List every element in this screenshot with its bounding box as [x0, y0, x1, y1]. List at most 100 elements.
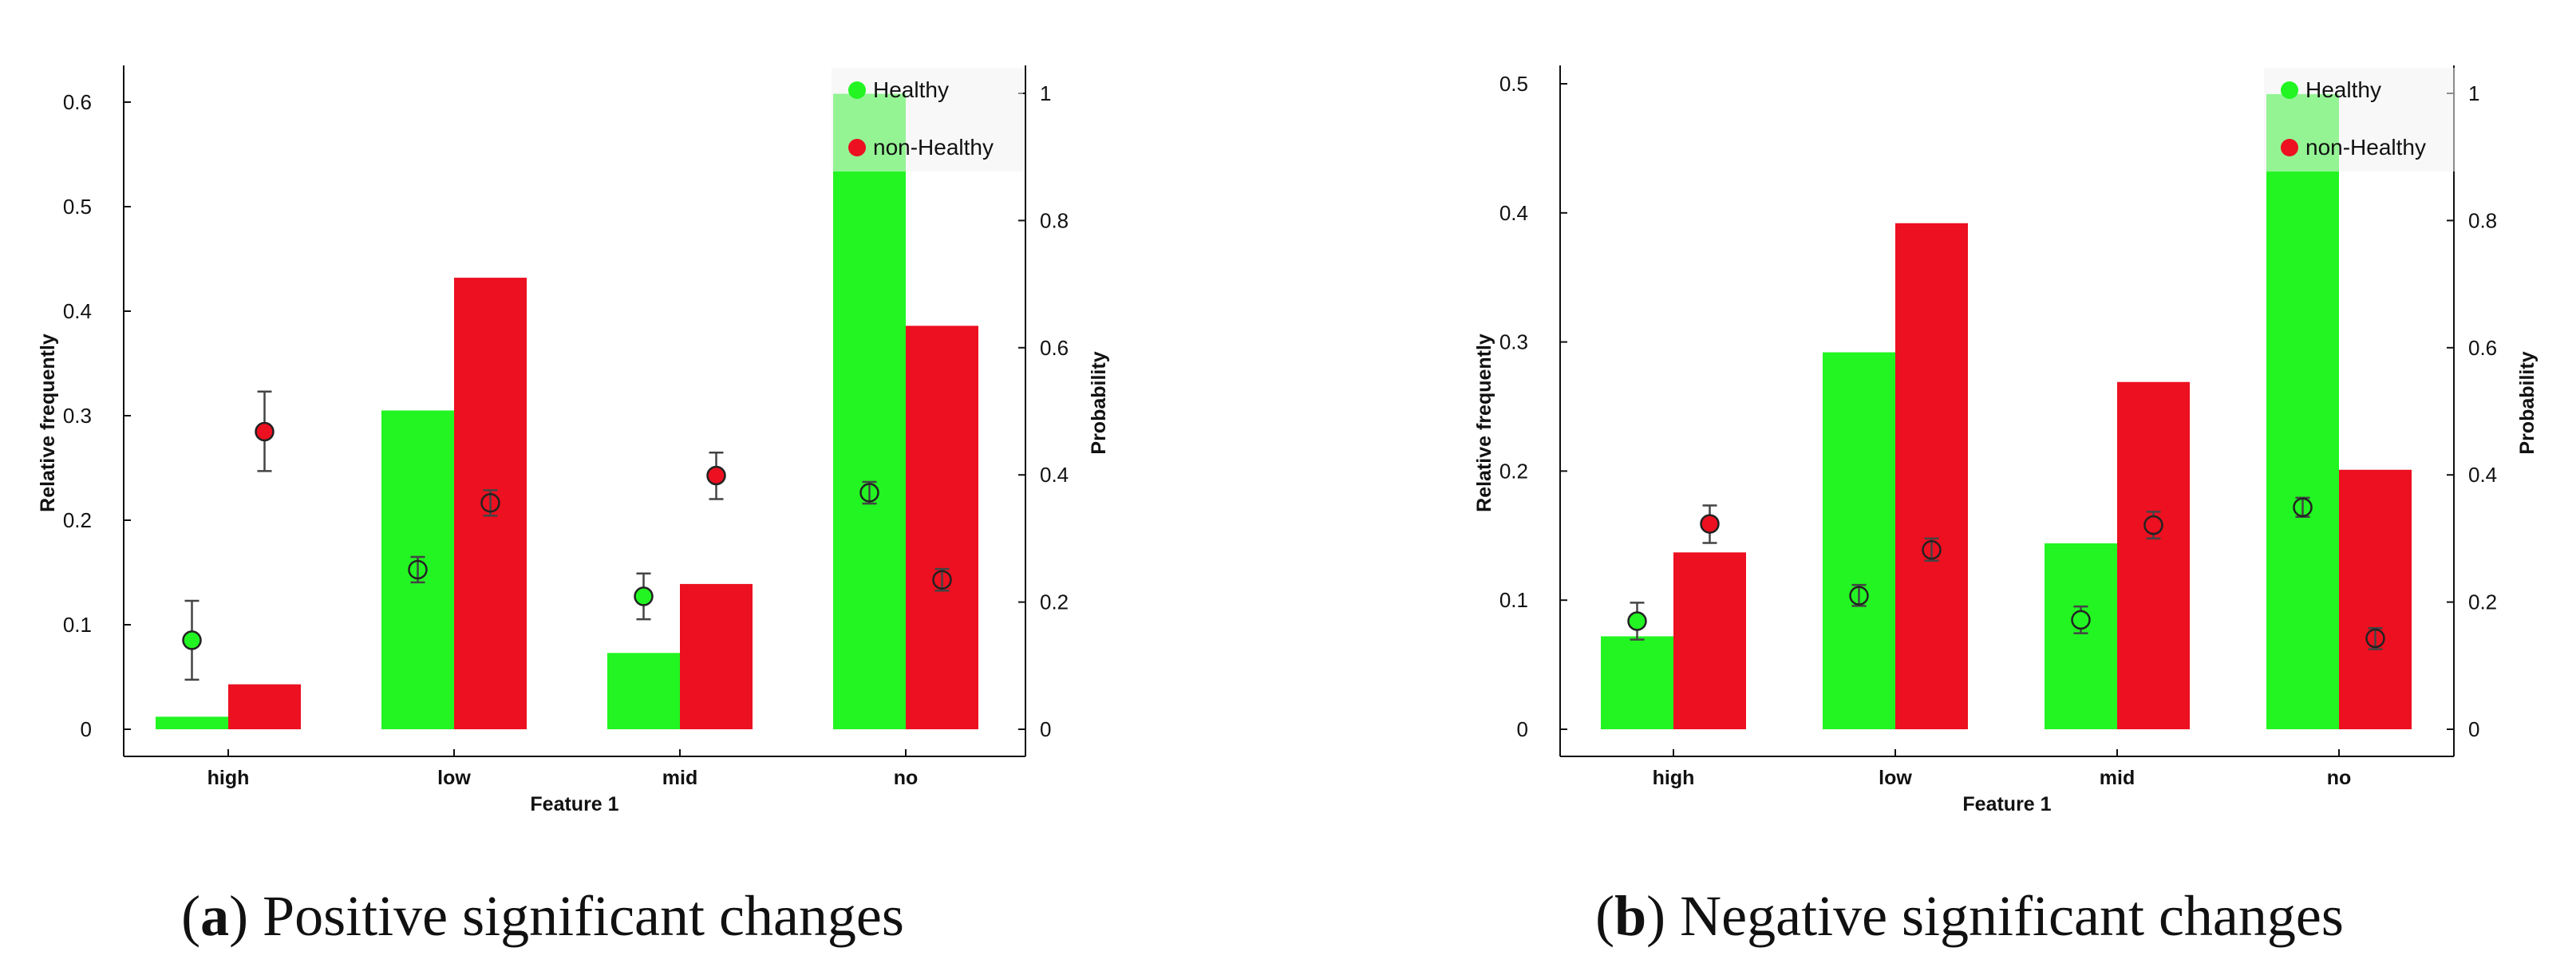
x-axis-title: Feature 1 — [1962, 793, 2051, 815]
y-tick-label: 0.5 — [63, 195, 92, 219]
prob-marker — [1922, 539, 1942, 560]
svg-text:(b) Negative significant chang: (b) Negative significant changes — [1595, 884, 2344, 948]
x-tick-label-no: no — [894, 767, 919, 789]
prob-marker — [2071, 610, 2091, 630]
prob-marker — [255, 421, 275, 442]
prob-point-healthy-mid — [634, 572, 654, 621]
y-tick-label: 0.2 — [1499, 459, 1528, 483]
bar-healthy-high — [156, 716, 228, 729]
y2-tick-label: 0 — [1040, 717, 1051, 741]
prob-marker — [480, 493, 500, 513]
x-axis-title: Feature 1 — [530, 793, 618, 815]
prob-marker — [2143, 515, 2163, 535]
y-tick-label: 0.6 — [63, 90, 92, 114]
prob-point-non-healthy-mid — [2143, 511, 2163, 540]
legend-marker-healthy — [848, 81, 866, 99]
y2-tick-label: 0.2 — [1040, 590, 1069, 614]
prob-marker — [1700, 514, 1720, 534]
y2-tick-label: 1 — [1040, 81, 1051, 105]
x-tick-label-high: high — [1653, 767, 1695, 789]
prob-point-healthy-no — [2293, 496, 2313, 519]
prob-point-non-healthy-no — [932, 567, 952, 592]
caption-a-letter: a — [200, 884, 229, 948]
y-tick-label: 0 — [1517, 717, 1528, 741]
y-axis-title: Relative frequently — [1473, 334, 1495, 512]
prob-point-non-healthy-low — [1922, 537, 1942, 563]
y-tick-label: 0.4 — [1499, 201, 1528, 225]
bar-healthy-low — [1823, 352, 1895, 729]
y-tick-label: 0.4 — [63, 299, 92, 323]
x-tick-label-mid: mid — [662, 767, 697, 789]
bar-non-healthy-no — [2339, 469, 2412, 729]
legend-label-non-healthy: non-Healthy — [873, 135, 994, 160]
legend: Healthy non-Healthy — [2264, 68, 2455, 172]
prob-point-healthy-low — [408, 555, 428, 584]
bar-healthy-mid — [607, 653, 680, 729]
prob-point-non-healthy-high — [255, 390, 275, 472]
y2-tick-label: 0.4 — [2468, 463, 2497, 487]
bar-non-healthy-high — [228, 684, 301, 729]
x-tick-label-no: no — [2327, 767, 2352, 789]
prob-point-non-healthy-low — [480, 489, 500, 517]
y2-axis-title: Probability — [1088, 351, 1110, 454]
bar-healthy-mid — [2045, 543, 2117, 729]
y-tick-label: 0 — [81, 717, 92, 741]
y-tick-label: 0.5 — [1499, 72, 1528, 96]
y2-tick-label: 0.8 — [2468, 208, 2497, 232]
x-tick-label-low: low — [1879, 767, 1912, 789]
svg-text:(a) Positive significant chang: (a) Positive significant changes — [181, 884, 904, 948]
legend-marker-non-healthy — [2281, 139, 2298, 156]
legend-label-healthy: Healthy — [2305, 77, 2381, 102]
y2-axis-title: Probability — [2516, 351, 2538, 454]
prob-point-healthy-high — [182, 599, 202, 681]
y2-tick-label: 0 — [2468, 717, 2479, 741]
caption-a-text: Positive significant changes — [248, 884, 904, 948]
y-axis-title: Relative frequently — [37, 334, 59, 512]
bar-non-healthy-mid — [2117, 381, 2190, 729]
prob-point-healthy-no — [859, 480, 879, 505]
prob-marker — [932, 570, 952, 590]
prob-marker — [706, 465, 726, 486]
prob-point-non-healthy-high — [1700, 504, 1720, 544]
bar-non-healthy-mid — [680, 583, 753, 729]
prob-marker — [408, 559, 428, 580]
caption-b: (b) Negative significant changes — [1595, 884, 2344, 948]
bar-non-healthy-no — [906, 326, 978, 729]
legend-label-healthy: Healthy — [873, 77, 949, 102]
y2-tick-label: 0.2 — [2468, 590, 2497, 614]
prob-point-non-healthy-no — [2365, 627, 2385, 650]
prob-point-non-healthy-mid — [706, 452, 726, 500]
caption-b-letter: b — [1614, 884, 1646, 948]
prob-marker — [859, 483, 879, 503]
y2-tick-label: 0.4 — [1040, 463, 1069, 487]
legend-label-non-healthy: non-Healthy — [2305, 135, 2426, 160]
y2-tick-label: 1 — [2468, 81, 2479, 105]
y2-tick-label: 0.6 — [2468, 336, 2497, 360]
prob-point-healthy-high — [1627, 602, 1647, 641]
y-tick-label: 0.2 — [63, 508, 92, 532]
chart-panel-b: 0 0.1 0.2 0.3 0.4 0.5 0 0.2 0.4 0.6 0.8 1 high low mid… — [1473, 65, 2538, 815]
bar-healthy-no — [2266, 93, 2339, 730]
legend: Healthy non-Healthy — [832, 68, 1023, 172]
prob-point-healthy-mid — [2071, 605, 2091, 634]
caption-b-text: Negative significant changes — [1665, 884, 2344, 948]
y-tick-label: 0.1 — [63, 613, 92, 637]
prob-marker — [634, 586, 654, 606]
bar-non-healthy-high — [1673, 552, 1746, 729]
caption-a: (a) Positive significant changes — [181, 884, 904, 948]
chart-panel-a: 0 0.1 0.2 0.3 0.4 0.5 0.6 0 0.2 0.4 0.6 0.8 1 high low… — [37, 65, 1110, 815]
bar-healthy-no — [833, 93, 906, 729]
x-tick-label-high: high — [207, 767, 250, 789]
bar-healthy-high — [1601, 636, 1673, 729]
legend-marker-non-healthy — [848, 139, 866, 156]
x-tick-label-low: low — [437, 767, 471, 789]
prob-point-healthy-low — [1849, 583, 1869, 607]
legend-marker-healthy — [2281, 81, 2298, 99]
y2-tick-label: 0.8 — [1040, 208, 1069, 232]
x-tick-label-mid: mid — [2100, 767, 2135, 789]
prob-marker — [1627, 611, 1647, 631]
bar-non-healthy-low — [1895, 223, 1968, 729]
prob-marker — [182, 630, 202, 650]
y-tick-label: 0.1 — [1499, 588, 1528, 612]
